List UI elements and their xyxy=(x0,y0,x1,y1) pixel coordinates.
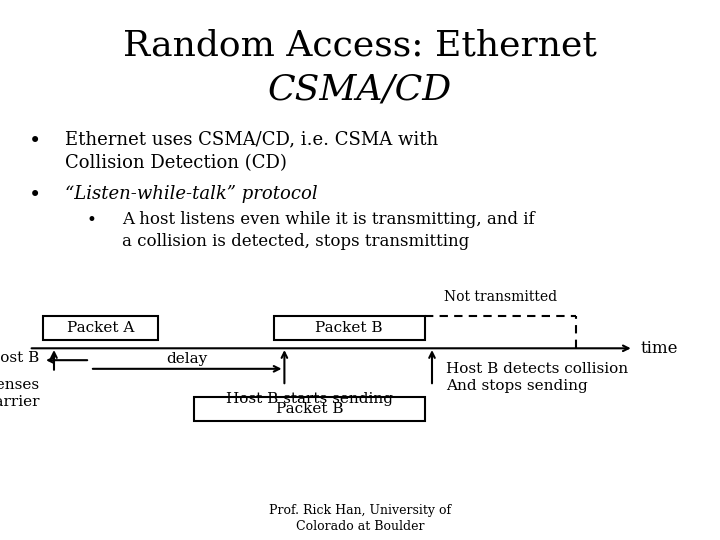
Text: A host listens even while it is transmitting, and if
a collision is detected, st: A host listens even while it is transmit… xyxy=(122,211,535,250)
Text: Host B starts sending: Host B starts sending xyxy=(226,392,393,406)
Text: Prof. Rick Han, University of
Colorado at Boulder: Prof. Rick Han, University of Colorado a… xyxy=(269,504,451,533)
Text: Host B: Host B xyxy=(0,351,40,365)
Text: Packet A: Packet A xyxy=(67,321,135,335)
Text: Packet B: Packet B xyxy=(315,321,383,335)
FancyBboxPatch shape xyxy=(43,316,158,340)
FancyBboxPatch shape xyxy=(194,397,425,421)
Text: CSMA/CD: CSMA/CD xyxy=(268,72,452,106)
Text: Not transmitted: Not transmitted xyxy=(444,290,557,304)
Text: Host B detects collision
And stops sending: Host B detects collision And stops sendi… xyxy=(446,362,629,393)
Text: •: • xyxy=(29,186,41,205)
Text: Ethernet uses CSMA/CD, i.e. CSMA with
Collision Detection (CD): Ethernet uses CSMA/CD, i.e. CSMA with Co… xyxy=(65,131,438,172)
Text: delay: delay xyxy=(166,352,208,366)
Text: senses
carrier: senses carrier xyxy=(0,378,40,409)
Text: Packet B: Packet B xyxy=(276,402,343,416)
Text: •: • xyxy=(86,212,96,229)
Text: Random Access: Ethernet: Random Access: Ethernet xyxy=(123,29,597,63)
FancyBboxPatch shape xyxy=(274,316,425,340)
Text: •: • xyxy=(29,132,41,151)
Text: time: time xyxy=(641,340,678,357)
Text: “Listen-while-talk” protocol: “Listen-while-talk” protocol xyxy=(65,185,318,202)
